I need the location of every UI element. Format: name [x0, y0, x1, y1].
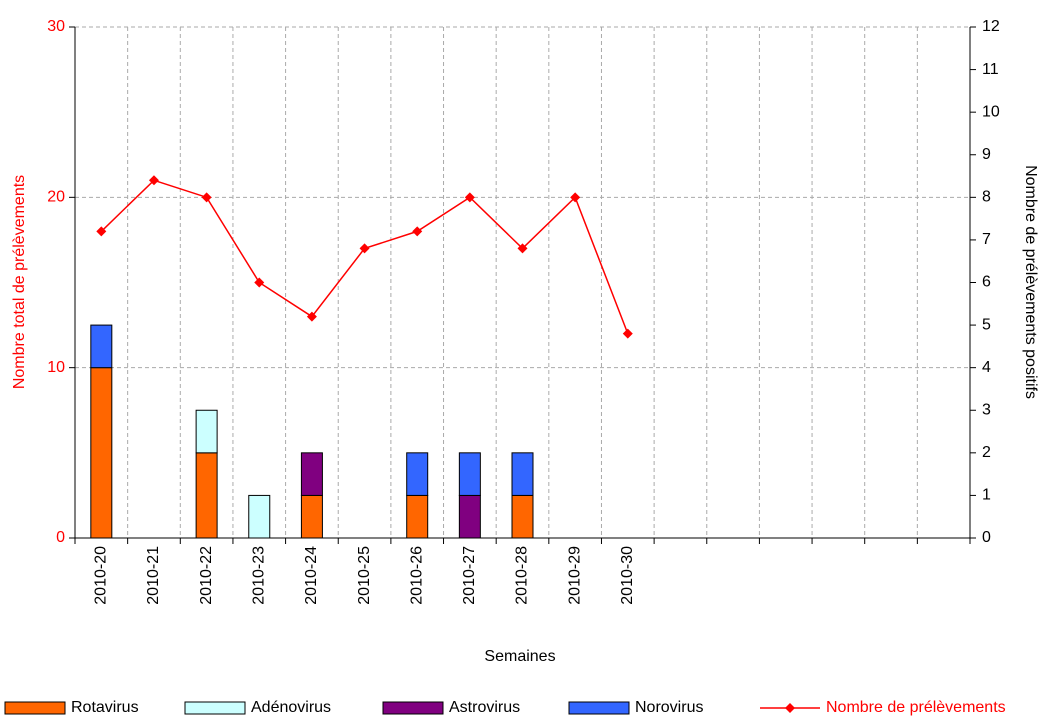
y2-tick-label: 9 [982, 146, 991, 163]
bar [300, 452, 323, 496]
x-tick-label: 2010-22 [198, 546, 215, 605]
y-axis-label: Nombre total de prélèvements [11, 175, 28, 389]
y-tick-label: 20 [47, 189, 65, 206]
legend-marker [785, 703, 795, 713]
legend-label: Norovirus [635, 699, 703, 716]
marker [622, 328, 633, 339]
marker [570, 192, 581, 203]
y2-tick-label: 1 [982, 487, 991, 504]
y2-tick-label: 2 [982, 444, 991, 461]
marker [464, 192, 475, 203]
y2-tick-label: 11 [982, 61, 999, 78]
legend-label: Nombre de prélèvements [826, 699, 1006, 716]
marker [359, 243, 370, 254]
legend-label: Rotavirus [71, 699, 139, 716]
y2-axis-label: Nombre de prélèvements positifs [1022, 165, 1039, 399]
legend-swatch [382, 701, 444, 715]
marker [96, 226, 107, 237]
legend-swatch [568, 701, 630, 715]
bar [458, 494, 481, 539]
marker [148, 175, 159, 186]
y2-tick-label: 4 [982, 359, 991, 376]
bar [248, 494, 271, 539]
x-tick-label: 2010-23 [250, 546, 267, 605]
y-tick-label: 0 [56, 529, 65, 546]
marker [412, 226, 423, 237]
marker [517, 243, 528, 254]
x-tick-label: 2010-30 [619, 546, 636, 605]
bar [195, 452, 218, 539]
marker [306, 311, 317, 322]
bar [300, 494, 323, 539]
x-tick-label: 2010-25 [356, 546, 373, 605]
marker [254, 277, 265, 288]
bar [406, 494, 429, 539]
legend-label: Adénovirus [251, 699, 331, 716]
x-axis-label: Semaines [484, 648, 555, 665]
legend-label: Astrovirus [449, 699, 520, 716]
y2-tick-label: 3 [982, 401, 991, 418]
bar [511, 452, 534, 496]
y-tick-label: 30 [47, 18, 65, 35]
legend-swatch [184, 701, 246, 715]
y2-tick-label: 7 [982, 231, 991, 248]
bar [90, 324, 113, 369]
y2-tick-label: 8 [982, 189, 991, 206]
x-tick-label: 2010-27 [461, 546, 478, 605]
bar [195, 409, 218, 454]
y2-tick-label: 0 [982, 529, 991, 546]
x-tick-label: 2010-26 [408, 546, 425, 605]
bar [458, 452, 481, 496]
bar [406, 452, 429, 496]
x-tick-label: 2010-28 [514, 546, 531, 605]
x-tick-label: 2010-24 [303, 546, 320, 605]
y2-tick-label: 10 [982, 103, 1000, 120]
legend-swatch [4, 701, 66, 715]
y2-tick-label: 6 [982, 274, 991, 291]
bar [511, 494, 534, 539]
y2-tick-label: 12 [982, 18, 1000, 35]
x-tick-label: 2010-29 [566, 546, 583, 605]
marker [201, 192, 212, 203]
x-tick-label: 2010-21 [145, 546, 162, 605]
bar [90, 367, 113, 539]
x-tick-label: 2010-20 [93, 546, 110, 605]
y-tick-label: 10 [47, 359, 65, 376]
y2-tick-label: 5 [982, 316, 991, 333]
